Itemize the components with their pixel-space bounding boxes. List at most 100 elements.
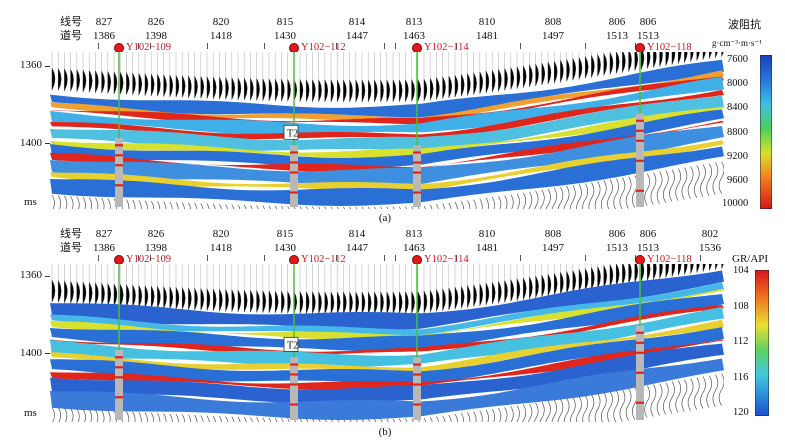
header-tick [456,255,457,261]
seismic-gr-section: T2 [50,264,724,422]
header-tick [384,43,385,49]
line-number: 820 [212,16,230,28]
colorbar-tick-label: 108 [733,301,749,312]
line-number: 802 [701,228,719,240]
line-number: 806 [639,16,657,28]
line-number: 814 [348,228,366,240]
trace-number: 1536 [699,242,721,254]
colorbar-unit: g·cm⁻³·m·s⁻¹ [712,38,762,48]
trace-number: 1513 [606,242,628,254]
header-tick [520,43,521,49]
well-label: Y102−118 [647,42,692,53]
trace-number: 1513 [606,30,628,42]
horizon-label: T2 [287,340,298,351]
header-tick [700,255,701,261]
line-number: 808 [544,228,562,240]
line-number: 820 [212,228,230,240]
gr-colorbar [755,270,769,416]
header-tick [264,43,265,49]
trace-number: 1418 [210,242,232,254]
well-track [115,264,123,420]
well-track [636,52,644,207]
well-label: Y102−114 [424,254,469,265]
panel-caption: (b) [378,426,392,438]
trace-number: 1513 [637,242,659,254]
line-number: 810 [478,16,496,28]
line-number: 827 [95,228,113,240]
trace-number: 1463 [403,30,425,42]
trace-number: 1497 [542,30,564,42]
line-row-label: 线号 [60,228,82,240]
y-tick [45,353,51,354]
colorbar-tick-label: 104 [733,265,749,276]
trace-number: 1447 [346,30,368,42]
colorbar-tick-label: 9600 [727,175,748,186]
well-track [413,264,421,420]
header-tick [456,43,457,49]
trace-number: 1430 [274,30,296,42]
well-track [413,52,421,207]
line-number: 813 [405,16,423,28]
header-tick [207,255,208,261]
line-number: 806 [608,228,626,240]
trace-number: 1386 [93,242,115,254]
y-tick-label: 1360 [20,59,42,71]
line-row-label: 线号 [60,16,82,28]
header-tick [585,43,586,49]
trace-number: 1447 [346,242,368,254]
well-track [636,264,644,420]
trace-number: 1481 [476,242,498,254]
line-number: 827 [95,16,113,28]
colorbar-tick-label: 112 [733,336,749,347]
line-number: 815 [276,228,294,240]
trace-number: 1398 [145,30,167,42]
header-tick [98,255,99,261]
panel-caption: (a) [378,212,392,224]
line-number: 815 [276,16,294,28]
header-tick [520,255,521,261]
colorbar-tick-label: 9200 [727,151,748,162]
header-tick [336,255,337,261]
seismic-impedance-section: T2 [50,52,724,209]
header-tick [150,255,151,261]
well-label: Y102−109 [126,254,172,265]
y-unit-label: ms [24,407,37,419]
header-tick [264,255,265,261]
panel-a: 线号 道号 827 1386 826 1398 820 1418 815 143… [20,16,772,224]
trace-number: 1398 [145,242,167,254]
colorbar-title: GR/API [732,253,769,265]
trace-number: 1513 [637,30,659,42]
header-tick [384,255,385,261]
header-tick [336,43,337,49]
trace-row-label: 道号 [60,30,82,42]
header-tick [150,43,151,49]
line-number: 826 [147,16,165,28]
trace-number: 1497 [542,242,564,254]
colorbar-tick-label: 8400 [727,102,748,113]
line-number: 808 [544,16,562,28]
well-label: Y102−112 [301,42,346,53]
colorbar-tick-label: 7600 [727,54,748,65]
attribute-layers [50,59,724,206]
panel-b: 线号 道号 827 1386 826 1398 820 1418 815 143… [0,222,785,444]
well-label: Y102−118 [647,254,692,265]
header-tick [395,43,396,49]
y-tick-label: 1400 [20,137,42,149]
trace-number: 1386 [93,30,115,42]
y-tick-label: 1400 [20,347,42,359]
horizon-label-box: T2 [283,336,299,352]
colorbar-tick-label: 116 [733,372,749,383]
line-number: 814 [348,16,366,28]
colorbar-tick-label: 120 [733,407,749,418]
colorbar-tick-label: 8000 [727,78,748,89]
header-tick [395,255,396,261]
header-tick [98,43,99,49]
line-number: 806 [639,228,657,240]
header-tick [138,43,139,49]
well-label: Y102−109 [126,42,172,53]
line-number: 813 [405,228,423,240]
attribute-layers [50,270,724,420]
y-tick [45,66,51,67]
horizon-label-box: T2 [283,124,299,140]
trace-number: 1463 [403,242,425,254]
